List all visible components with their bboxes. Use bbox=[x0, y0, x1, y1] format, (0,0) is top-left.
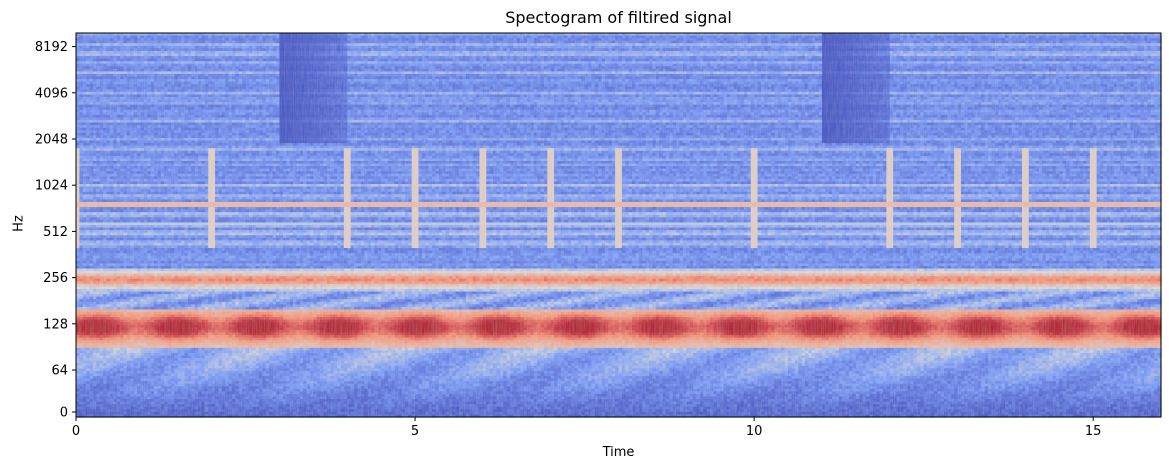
spectrogram-heatmap bbox=[76, 33, 1162, 418]
